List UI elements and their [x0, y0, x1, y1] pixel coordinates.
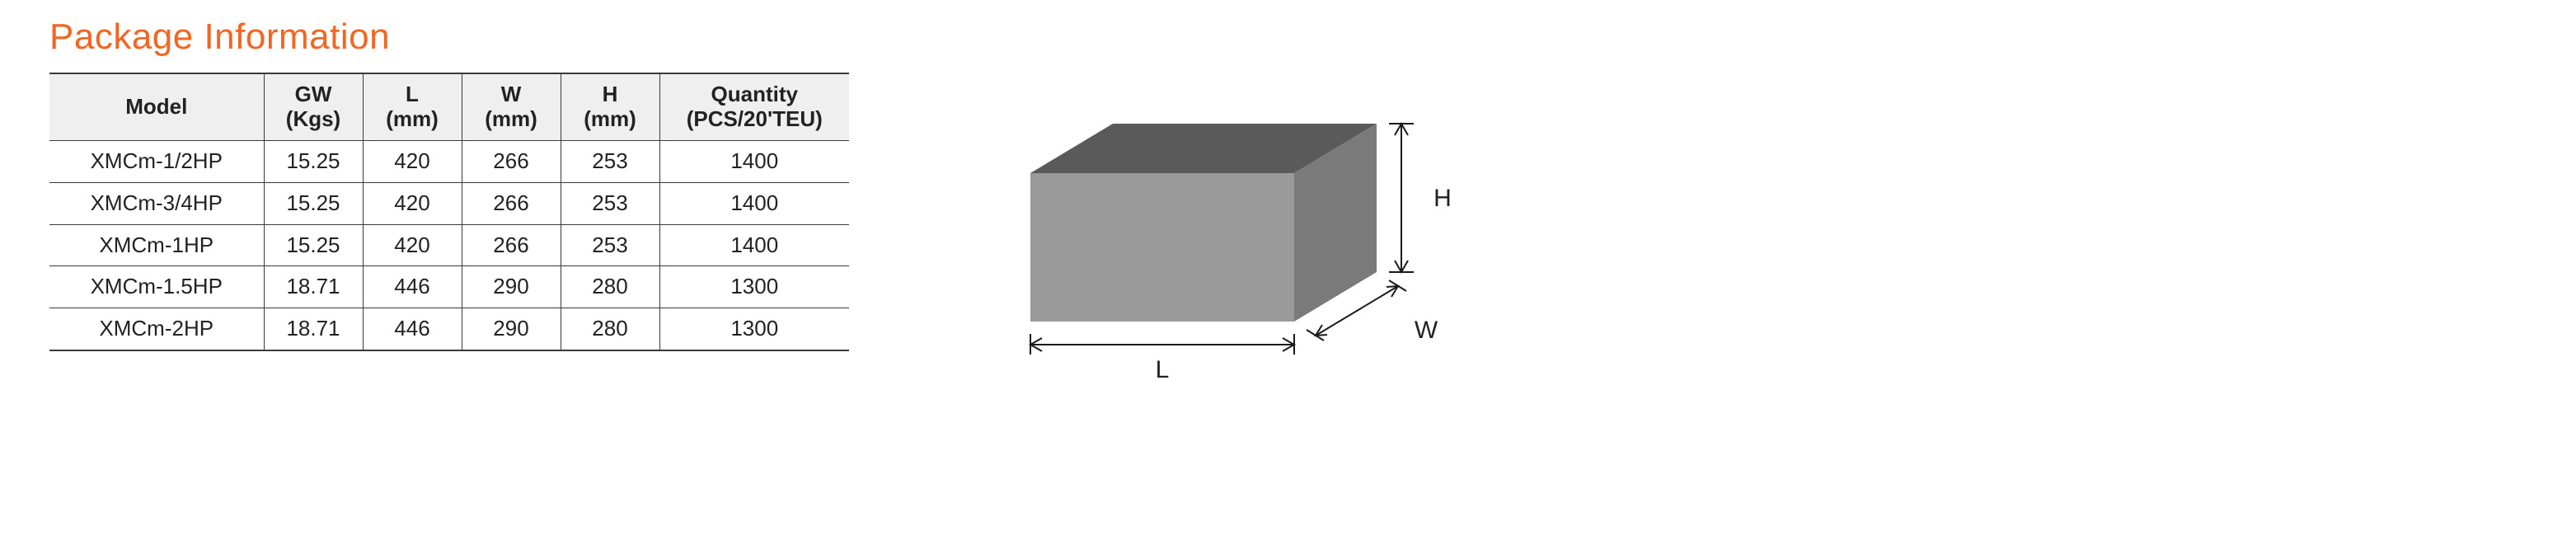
dim-w-label: W: [1415, 317, 1438, 344]
table-header-row: ModelGW (Kgs)L (mm)W (mm)H (mm)Quantity …: [49, 73, 849, 140]
cell-qty: 1400: [659, 224, 849, 266]
col-header-h: H (mm): [561, 73, 659, 140]
table-row: XMCm-2HP18.714462902801300: [49, 308, 849, 350]
box-diagram: L W H: [981, 91, 1492, 404]
cell-w: 266: [462, 182, 561, 224]
table-row: XMCm-1HP15.254202662531400: [49, 224, 849, 266]
col-header-l: L (mm): [363, 73, 462, 140]
cell-model: XMCm-3/4HP: [49, 182, 264, 224]
cell-l: 446: [363, 308, 462, 350]
col-header-qty: Quantity (PCS/20'TEU): [659, 73, 849, 140]
cell-h: 280: [561, 266, 659, 308]
dim-l: [1030, 334, 1294, 355]
box-front-face: [1030, 173, 1294, 322]
cell-l: 446: [363, 266, 462, 308]
cell-l: 420: [363, 182, 462, 224]
package-table: ModelGW (Kgs)L (mm)W (mm)H (mm)Quantity …: [49, 73, 849, 351]
table-body: XMCm-1/2HP15.254202662531400XMCm-3/4HP15…: [49, 140, 849, 350]
cell-h: 253: [561, 140, 659, 182]
cell-gw: 15.25: [264, 182, 363, 224]
cell-model: XMCm-1.5HP: [49, 266, 264, 308]
table-row: XMCm-1/2HP15.254202662531400: [49, 140, 849, 182]
box-3d: [1030, 124, 1377, 322]
dim-l-label: L: [1156, 356, 1170, 383]
cell-qty: 1300: [659, 266, 849, 308]
cell-h: 253: [561, 182, 659, 224]
cell-qty: 1400: [659, 140, 849, 182]
section-title: Package Information: [49, 16, 849, 58]
table-row: XMCm-1.5HP18.714462902801300: [49, 266, 849, 308]
cell-model: XMCm-1HP: [49, 224, 264, 266]
table-row: XMCm-3/4HP15.254202662531400: [49, 182, 849, 224]
cell-gw: 15.25: [264, 140, 363, 182]
col-header-model: Model: [49, 73, 264, 140]
dim-h-label: H: [1433, 185, 1452, 212]
cell-h: 253: [561, 224, 659, 266]
col-header-w: W (mm): [462, 73, 561, 140]
cell-w: 290: [462, 266, 561, 308]
cell-l: 420: [363, 140, 462, 182]
cell-model: XMCm-1/2HP: [49, 140, 264, 182]
cell-gw: 18.71: [264, 266, 363, 308]
cell-gw: 15.25: [264, 224, 363, 266]
dim-h: [1389, 124, 1414, 272]
cell-qty: 1400: [659, 182, 849, 224]
cell-h: 280: [561, 308, 659, 350]
cell-w: 290: [462, 308, 561, 350]
cell-qty: 1300: [659, 308, 849, 350]
cell-l: 420: [363, 224, 462, 266]
cell-w: 266: [462, 140, 561, 182]
cell-gw: 18.71: [264, 308, 363, 350]
cell-w: 266: [462, 224, 561, 266]
col-header-gw: GW (Kgs): [264, 73, 363, 140]
cell-model: XMCm-2HP: [49, 308, 264, 350]
